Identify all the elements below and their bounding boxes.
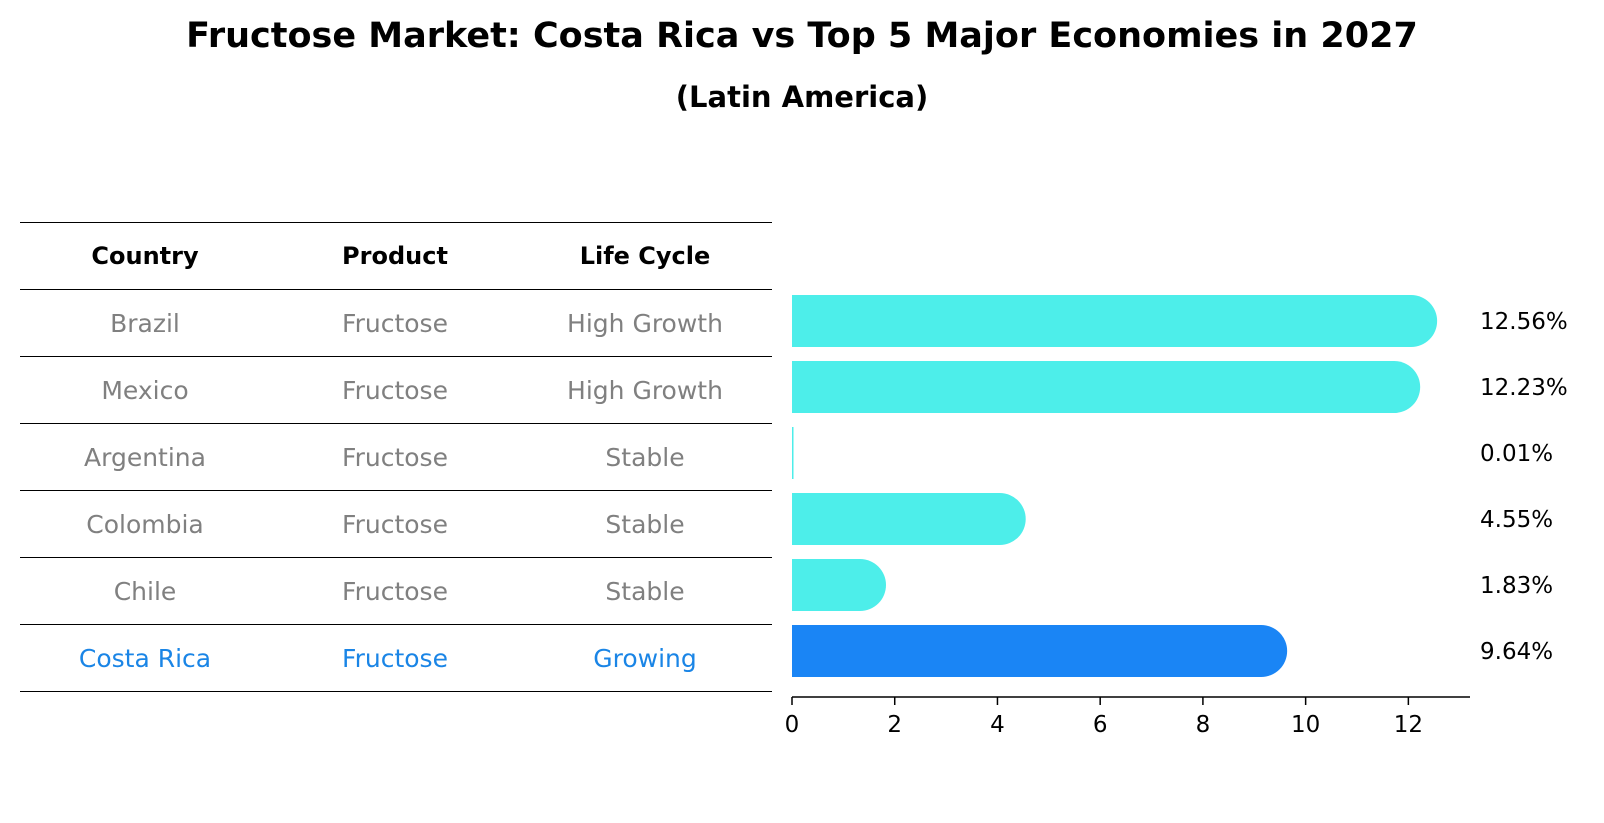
table-row: Brazil Fructose High Growth [20,289,772,356]
bar-colombia [792,493,1026,545]
value-label: 0.01% [1480,441,1553,467]
bar-costa-rica [792,625,1288,677]
life-cycle-cell: Stable [605,442,685,472]
product-cell: Fructose [342,442,448,472]
country-cell: Mexico [101,375,189,405]
x-tick-label: 10 [1291,712,1320,738]
table-row: Colombia Fructose Stable [20,490,772,557]
value-label: 12.56% [1480,309,1568,335]
product-cell: Fructose [342,576,448,606]
x-tick-label: 12 [1394,712,1423,738]
country-cell: Chile [113,576,177,606]
table-row: Mexico Fructose High Growth [20,356,772,423]
country-cell: Colombia [86,509,204,539]
x-tick-label: 0 [785,712,800,738]
life-cycle-cell: Growing [593,643,697,673]
header-life-cycle: Life Cycle [579,242,711,270]
value-label: 9.64% [1480,639,1553,665]
product-cell: Fructose [342,308,448,338]
value-label: 4.55% [1480,507,1553,533]
country-cell: Costa Rica [78,643,212,673]
country-cell: Brazil [110,308,180,338]
x-tick-label: 2 [887,712,902,738]
bar-brazil [792,295,1438,347]
life-cycle-cell: Stable [605,509,685,539]
product-cell: Fructose [342,643,448,673]
header-product: Product [342,242,448,270]
table-row: Chile Fructose Stable [20,557,772,624]
value-label: 1.83% [1480,573,1553,599]
bar-argentina [792,427,794,479]
table-row-highlight: Costa Rica Fructose Growing [20,624,772,692]
header-country: Country [91,242,199,270]
table-header-row: Country Product Life Cycle [20,222,772,289]
x-tick-label: 6 [1093,712,1108,738]
table-row: Argentina Fructose Stable [20,423,772,490]
chart-subtitle: (Latin America) [675,80,929,114]
country-cell: Argentina [84,442,206,472]
value-label: 12.23% [1480,375,1568,401]
product-cell: Fructose [342,509,448,539]
x-tick-label: 8 [1196,712,1211,738]
product-cell: Fructose [342,375,448,405]
bar-mexico [792,361,1421,413]
data-table: Country Product Life Cycle Brazil Fructo… [20,222,772,692]
x-tick-label: 4 [990,712,1005,738]
life-cycle-cell: High Growth [567,375,723,405]
chart-title: Fructose Market: Costa Rica vs Top 5 Maj… [186,16,1418,56]
life-cycle-cell: Stable [605,576,685,606]
bar-chile [792,559,886,611]
life-cycle-cell: High Growth [567,308,723,338]
